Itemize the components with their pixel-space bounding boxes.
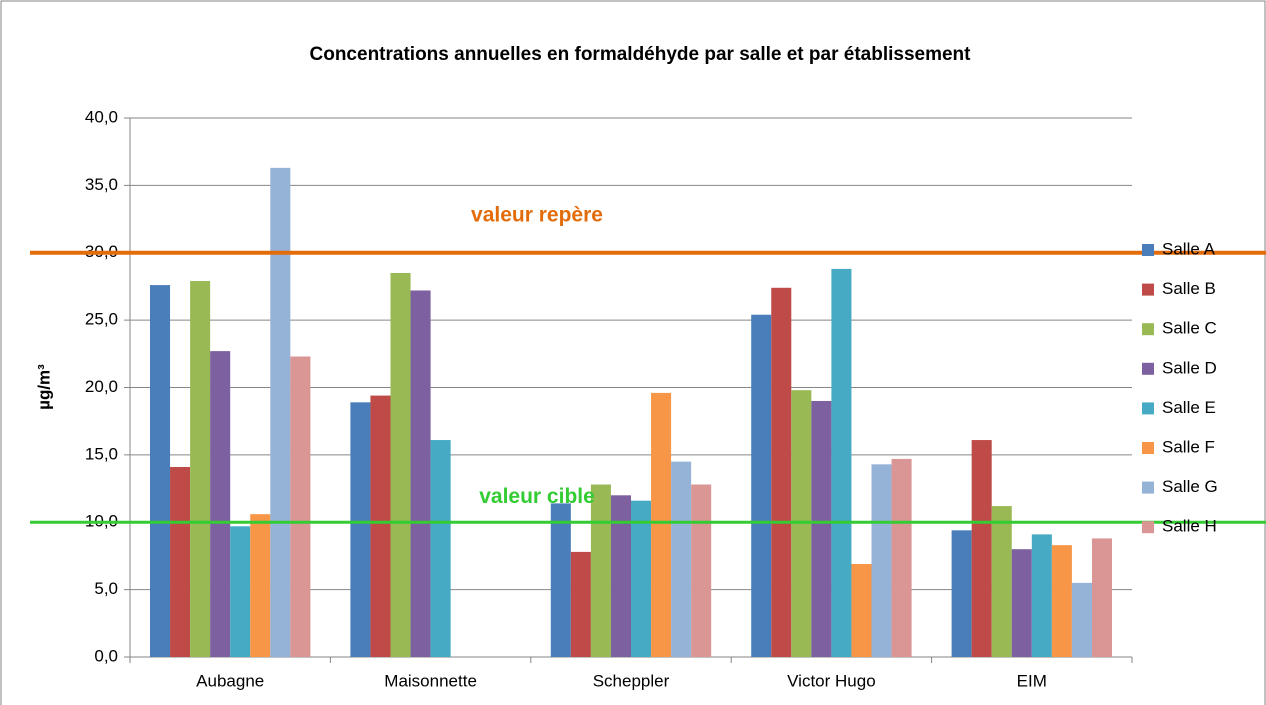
x-tick-label: EIM <box>1017 671 1047 690</box>
bar <box>671 461 692 657</box>
bar <box>1011 549 1032 657</box>
chart-title: Concentrations annuelles en formaldéhyde… <box>310 44 972 65</box>
bar <box>691 484 712 657</box>
x-tick-label: Scheppler <box>593 671 670 690</box>
bar <box>430 440 451 657</box>
legend-label: Salle G <box>1162 477 1218 496</box>
legend-label: Salle A <box>1162 239 1216 258</box>
x-tick-label: Aubagne <box>196 671 264 690</box>
bar <box>170 467 191 657</box>
y-tick-label: 5,0 <box>94 579 118 598</box>
legend-swatch <box>1142 481 1154 494</box>
legend-label: Salle C <box>1162 319 1217 338</box>
bar <box>210 351 231 657</box>
legend-label: Salle E <box>1162 398 1216 417</box>
bar <box>290 356 311 657</box>
bar <box>610 495 631 657</box>
bar <box>1091 538 1112 657</box>
y-tick-label: 0,0 <box>94 646 118 665</box>
legend-swatch <box>1142 402 1154 415</box>
bar <box>1051 545 1072 657</box>
bar <box>390 272 411 657</box>
y-tick-label: 35,0 <box>85 175 118 194</box>
bar <box>550 503 571 657</box>
bar <box>150 285 171 657</box>
bar <box>1071 582 1092 657</box>
bar <box>570 551 591 657</box>
y-tick-label: 25,0 <box>85 310 118 329</box>
legend-swatch <box>1142 521 1154 534</box>
bar <box>350 402 371 657</box>
x-tick-label: Victor Hugo <box>787 671 876 690</box>
reference-label: valeur repère <box>471 203 603 226</box>
legend-swatch <box>1142 283 1154 296</box>
legend-swatch <box>1142 362 1154 375</box>
bar <box>1031 534 1052 657</box>
bar <box>250 514 271 657</box>
bar <box>651 392 672 657</box>
y-tick-label: 15,0 <box>85 444 118 463</box>
bar <box>771 287 792 657</box>
legend-label: Salle H <box>1162 517 1217 536</box>
legend-label: Salle D <box>1162 358 1217 377</box>
bar <box>190 281 211 657</box>
bar <box>590 484 611 657</box>
bar <box>971 440 992 657</box>
bar <box>230 526 251 657</box>
x-tick-label: Maisonnette <box>384 671 477 690</box>
bar <box>831 268 852 657</box>
legend-swatch <box>1142 323 1154 336</box>
bar <box>811 400 832 657</box>
bar <box>951 530 972 657</box>
legend-label: Salle B <box>1162 279 1216 298</box>
bar <box>991 506 1012 657</box>
legend-swatch <box>1142 442 1154 454</box>
bar <box>631 500 652 657</box>
bar <box>410 290 431 657</box>
legend-swatch <box>1142 244 1154 256</box>
bar <box>270 167 291 658</box>
y-tick-label: 20,0 <box>85 377 118 396</box>
bar <box>871 464 892 657</box>
bar <box>751 314 772 657</box>
y-tick-label: 40,0 <box>85 107 118 126</box>
reference-label: valeur cible <box>479 485 595 508</box>
y-axis-title: µg/m³ <box>34 364 53 410</box>
bar <box>891 458 912 657</box>
bar <box>851 564 872 657</box>
legend-label: Salle F <box>1162 437 1215 456</box>
bar <box>370 395 391 657</box>
